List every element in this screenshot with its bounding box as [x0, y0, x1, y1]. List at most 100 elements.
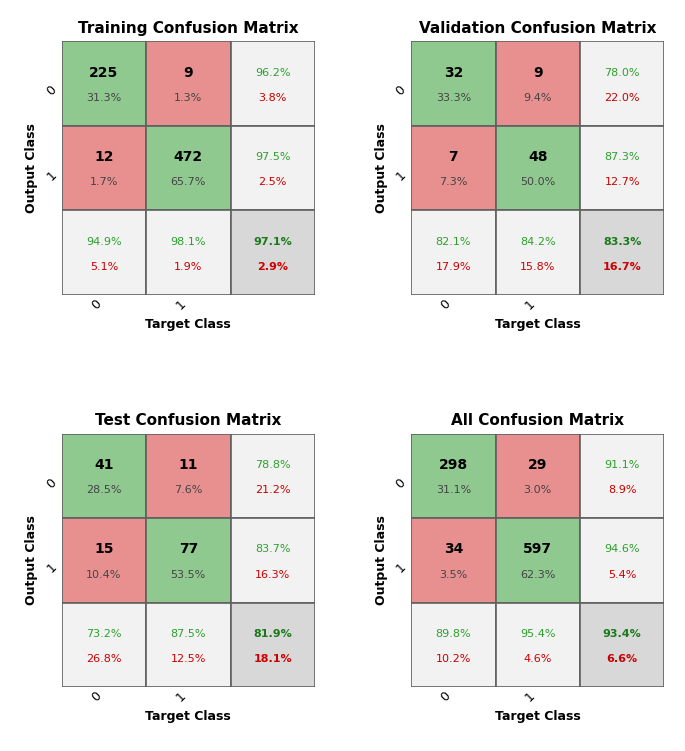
- Text: 34: 34: [444, 542, 463, 556]
- Bar: [580, 126, 664, 210]
- Text: 12.7%: 12.7%: [604, 177, 640, 188]
- Bar: [230, 210, 315, 295]
- Text: 12.5%: 12.5%: [171, 654, 206, 664]
- Bar: [62, 126, 146, 210]
- Text: 87.5%: 87.5%: [171, 629, 206, 639]
- Text: 21.2%: 21.2%: [255, 485, 290, 495]
- Text: 82.1%: 82.1%: [436, 237, 471, 246]
- Bar: [146, 210, 230, 295]
- Text: 50.0%: 50.0%: [520, 177, 556, 188]
- Bar: [230, 602, 315, 687]
- Text: 28.5%: 28.5%: [86, 485, 122, 495]
- Text: 15: 15: [94, 542, 114, 556]
- Bar: [411, 210, 496, 295]
- Text: 65.7%: 65.7%: [171, 177, 206, 188]
- Text: 7.6%: 7.6%: [174, 485, 203, 495]
- Text: 48: 48: [528, 150, 547, 164]
- Text: 3.5%: 3.5%: [439, 570, 467, 580]
- Text: 472: 472: [174, 150, 203, 164]
- Text: 16.3%: 16.3%: [255, 570, 290, 580]
- Text: 41: 41: [94, 458, 114, 472]
- Text: 225: 225: [89, 66, 119, 80]
- Text: 10.2%: 10.2%: [436, 654, 471, 664]
- Bar: [411, 433, 496, 518]
- Bar: [62, 41, 146, 126]
- Text: 6.6%: 6.6%: [607, 654, 638, 664]
- Text: 12: 12: [94, 150, 114, 164]
- Text: 18.1%: 18.1%: [253, 654, 292, 664]
- Bar: [496, 433, 580, 518]
- Y-axis label: Output Class: Output Class: [25, 123, 38, 213]
- Text: 73.2%: 73.2%: [86, 629, 122, 639]
- Text: 3.8%: 3.8%: [258, 93, 287, 103]
- X-axis label: Target Class: Target Class: [145, 318, 231, 331]
- Bar: [580, 518, 664, 602]
- Text: 84.2%: 84.2%: [520, 237, 556, 246]
- Text: 83.7%: 83.7%: [255, 544, 290, 554]
- Bar: [496, 41, 580, 126]
- Bar: [411, 126, 496, 210]
- Y-axis label: Output Class: Output Class: [375, 515, 388, 605]
- Bar: [580, 433, 664, 518]
- X-axis label: Target Class: Target Class: [495, 318, 581, 331]
- Y-axis label: Output Class: Output Class: [25, 515, 38, 605]
- Text: 81.9%: 81.9%: [253, 629, 292, 639]
- Text: 98.1%: 98.1%: [171, 237, 206, 246]
- Bar: [496, 210, 580, 295]
- Bar: [146, 41, 230, 126]
- Text: 31.1%: 31.1%: [436, 485, 471, 495]
- Bar: [62, 210, 146, 295]
- Text: 93.4%: 93.4%: [603, 629, 642, 639]
- Bar: [62, 518, 146, 602]
- Bar: [411, 518, 496, 602]
- Text: 10.4%: 10.4%: [86, 570, 121, 580]
- Title: Training Confusion Matrix: Training Confusion Matrix: [78, 21, 299, 36]
- Text: 298: 298: [439, 458, 468, 472]
- Text: 33.3%: 33.3%: [436, 93, 471, 103]
- Bar: [230, 433, 315, 518]
- Text: 8.9%: 8.9%: [608, 485, 636, 495]
- Text: 11: 11: [179, 458, 198, 472]
- Text: 53.5%: 53.5%: [171, 570, 206, 580]
- Bar: [230, 518, 315, 602]
- Text: 97.1%: 97.1%: [253, 237, 292, 246]
- Text: 78.8%: 78.8%: [255, 460, 290, 470]
- Bar: [230, 126, 315, 210]
- Bar: [411, 41, 496, 126]
- Bar: [580, 210, 664, 295]
- Bar: [580, 41, 664, 126]
- Text: 1.3%: 1.3%: [174, 93, 202, 103]
- Title: Test Confusion Matrix: Test Confusion Matrix: [95, 413, 282, 428]
- Text: 26.8%: 26.8%: [86, 654, 122, 664]
- Title: Validation Confusion Matrix: Validation Confusion Matrix: [419, 21, 656, 36]
- Text: 87.3%: 87.3%: [604, 152, 640, 162]
- Bar: [411, 602, 496, 687]
- Text: 9.4%: 9.4%: [523, 93, 552, 103]
- Text: 4.6%: 4.6%: [523, 654, 552, 664]
- Text: 32: 32: [444, 66, 463, 80]
- Text: 62.3%: 62.3%: [520, 570, 556, 580]
- Text: 5.1%: 5.1%: [90, 262, 118, 272]
- Text: 597: 597: [523, 542, 552, 556]
- Bar: [146, 602, 230, 687]
- Text: 1.9%: 1.9%: [174, 262, 203, 272]
- Text: 94.6%: 94.6%: [604, 544, 640, 554]
- Text: 7: 7: [449, 150, 458, 164]
- Bar: [146, 433, 230, 518]
- Text: 31.3%: 31.3%: [86, 93, 121, 103]
- Text: 5.4%: 5.4%: [608, 570, 636, 580]
- Text: 96.2%: 96.2%: [255, 68, 290, 78]
- Text: 94.9%: 94.9%: [86, 237, 122, 246]
- Bar: [146, 518, 230, 602]
- Bar: [62, 602, 146, 687]
- Y-axis label: Output Class: Output Class: [375, 123, 388, 213]
- Text: 16.7%: 16.7%: [603, 262, 642, 272]
- Text: 17.9%: 17.9%: [436, 262, 471, 272]
- Text: 9: 9: [533, 66, 543, 80]
- Text: 3.0%: 3.0%: [524, 485, 552, 495]
- Text: 15.8%: 15.8%: [520, 262, 556, 272]
- Bar: [62, 433, 146, 518]
- Bar: [496, 126, 580, 210]
- Text: 97.5%: 97.5%: [255, 152, 290, 162]
- Text: 9: 9: [184, 66, 193, 80]
